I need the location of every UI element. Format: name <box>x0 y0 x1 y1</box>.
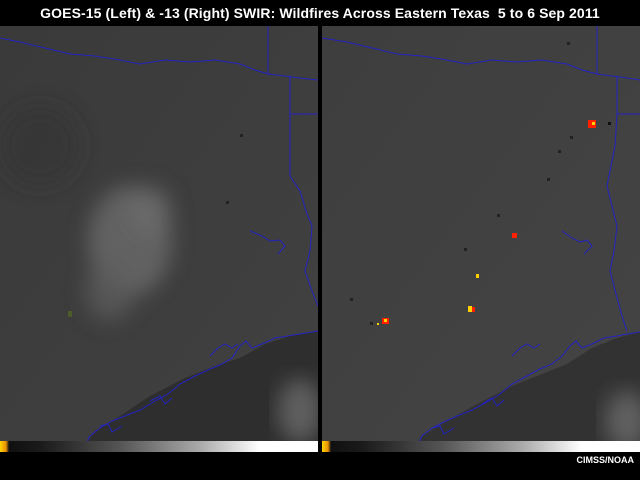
fire-hotspot <box>497 214 500 217</box>
goes-15-satellite-image <box>0 26 318 452</box>
boundaries <box>322 26 640 447</box>
matagorda-bay <box>149 395 173 405</box>
right-colorbar <box>322 441 640 452</box>
sabine-river-border <box>289 114 318 307</box>
fire-hotspots <box>350 42 611 325</box>
gulf-of-mexico <box>412 332 640 452</box>
red-river-border <box>0 37 318 81</box>
sabine-river-border <box>606 113 628 332</box>
fire-hotspot <box>547 178 550 181</box>
fire-hotspot <box>592 122 595 125</box>
fire-hotspot <box>608 122 611 125</box>
fire-hotspot <box>476 274 479 278</box>
toledo-bend-reservoir <box>249 230 286 255</box>
gulf-of-mexico <box>80 331 318 452</box>
toledo-bend-reservoir <box>561 230 593 255</box>
fire-hotspot <box>567 42 570 45</box>
fire-hotspot <box>464 248 467 251</box>
galveston-bay <box>511 343 541 357</box>
fire-hotspot <box>512 233 517 238</box>
matagorda-bay <box>481 397 505 407</box>
fire-hotspot <box>226 201 229 204</box>
left-colorbar <box>0 441 318 452</box>
goes-13-satellite-image <box>322 26 640 452</box>
fire-hotspots <box>68 134 243 317</box>
red-river-border <box>322 37 640 81</box>
bright-surface-patches <box>0 106 318 452</box>
fire-hotspot <box>68 311 72 317</box>
bright-surface-patches <box>605 391 640 451</box>
san-antonio-bay <box>431 425 455 435</box>
fire-hotspot <box>350 298 353 301</box>
texas-coastline <box>416 331 640 447</box>
fire-hotspot <box>570 136 573 139</box>
footer-bar <box>0 452 640 480</box>
image-title: GOES-15 (Left) & -13 (Right) SWIR: Wildf… <box>0 0 640 26</box>
fire-hotspot <box>384 319 387 322</box>
boundaries <box>0 26 318 447</box>
galveston-bay <box>209 343 239 357</box>
fire-hotspot <box>558 150 561 153</box>
panel-divider <box>318 26 322 452</box>
fire-hotspot <box>377 323 379 325</box>
fire-hotspot <box>370 322 373 325</box>
goes-13-panel <box>322 26 640 452</box>
credit-label: CIMSS/NOAA <box>576 455 634 465</box>
fire-hotspot <box>240 134 243 137</box>
goes-15-panel <box>0 26 318 452</box>
fire-hotspot <box>472 307 475 312</box>
texas-coastline <box>84 330 318 447</box>
fire-hotspot <box>468 306 472 312</box>
san-antonio-bay <box>99 423 123 433</box>
